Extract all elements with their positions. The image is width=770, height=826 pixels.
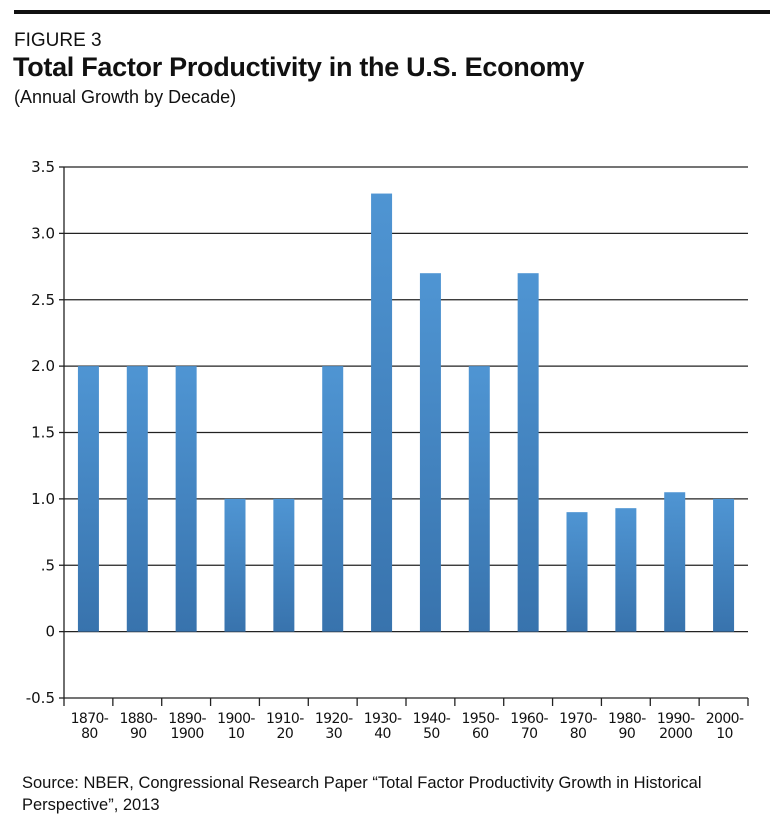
x-tick-label: 1990- <box>657 711 695 727</box>
x-tick-label: 1980- <box>608 711 646 727</box>
x-tick-label: 80 <box>570 726 587 742</box>
x-tick-label: 1960- <box>510 711 548 727</box>
x-tick-label: 1920- <box>315 711 353 727</box>
x-tick-label: 70 <box>521 726 538 742</box>
x-tick-label: 1870- <box>71 711 109 727</box>
x-tick-label: 1890- <box>168 711 206 727</box>
bar-1950-60 <box>468 366 490 632</box>
x-tick-label: 80 <box>81 726 98 742</box>
bar-1910-20 <box>273 498 295 632</box>
y-tick-label: 0 <box>45 623 55 641</box>
x-tick-label: 1900- <box>217 711 255 727</box>
x-tick-label: 1880- <box>119 711 157 727</box>
x-tick-label: 60 <box>472 726 489 742</box>
y-tick-label: 3.5 <box>31 158 55 176</box>
y-tick-label: .5 <box>41 556 55 574</box>
chart-subtitle: (Annual Growth by Decade) <box>14 87 237 107</box>
x-tick-label: 1970- <box>559 711 597 727</box>
bar-1970-80 <box>566 512 588 632</box>
x-tick-label: 10 <box>716 726 733 742</box>
bar-2000-10 <box>713 498 735 632</box>
x-tick-label: 50 <box>423 726 440 742</box>
bar-1940-50 <box>419 273 441 632</box>
bar-1900-10 <box>224 498 246 632</box>
x-tick-label: 1900 <box>171 726 204 742</box>
x-tick-label: 1910- <box>266 711 304 727</box>
x-tick-label: 1940- <box>413 711 451 727</box>
bar-1930-40 <box>371 193 393 632</box>
y-tick-label: 3.0 <box>31 224 55 242</box>
bar-1980-90 <box>615 508 637 632</box>
chart-title: Total Factor Productivity in the U.S. Ec… <box>13 52 585 82</box>
x-tick-label: 1950- <box>461 711 499 727</box>
y-tick-label: 2.5 <box>31 291 55 309</box>
y-tick-label: 1.0 <box>31 490 55 508</box>
y-tick-label: -0.5 <box>26 689 55 707</box>
x-tick-label: 20 <box>277 726 294 742</box>
y-tick-label: 2.0 <box>31 357 55 375</box>
bar-1880-90 <box>126 366 148 632</box>
bar-1990-2000 <box>664 492 686 632</box>
bar-1890-1900 <box>175 366 197 632</box>
x-tick-label: 90 <box>130 726 147 742</box>
y-tick-label: 1.5 <box>31 424 55 442</box>
x-tick-label: 2000 <box>659 726 692 742</box>
bar-1920-30 <box>322 366 344 632</box>
x-tick-label: 90 <box>619 726 636 742</box>
x-tick-label: 1930- <box>364 711 402 727</box>
x-tick-label: 10 <box>228 726 245 742</box>
source-note: Source: NBER, Congressional Research Pap… <box>22 774 702 814</box>
x-tick-label: 2000- <box>706 711 744 727</box>
bar-1960-70 <box>517 273 539 632</box>
bar-1870-80 <box>77 366 99 632</box>
figure-label: FIGURE 3 <box>14 30 102 51</box>
x-tick-label: 30 <box>325 726 342 742</box>
top-rule <box>14 10 770 14</box>
x-tick-label: 40 <box>374 726 391 742</box>
